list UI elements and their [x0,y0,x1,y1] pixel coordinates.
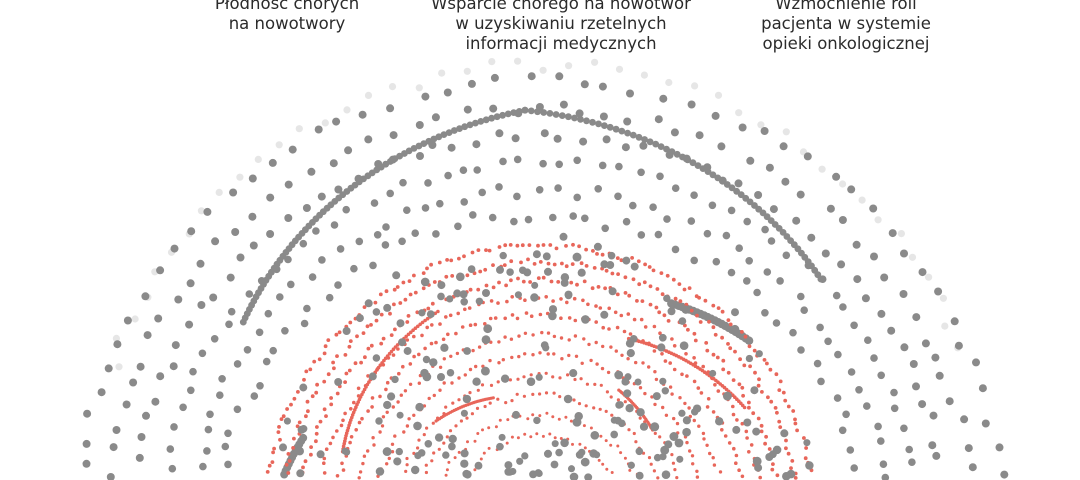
topic-label-fertility[interactable]: Płodność chorych na nowotwory [215,0,359,34]
inner-grey-dots [279,232,814,480]
topic-label-line: Wzmocnienie roli [775,0,917,13]
topic-label-line: w uzyskiwaniu rzetelnych [455,14,667,33]
topic-label-line: pacjenta w systemie [761,14,931,33]
topic-label-line: na nowotwory [228,14,346,33]
topic-label-line: informacji medycznych [465,34,657,53]
topic-label-line: opieki onkologicznej [762,34,930,53]
topic-label-patient-role[interactable]: Wzmocnienie roli pacjenta w systemie opi… [761,0,931,54]
grey-dot-rings [82,72,1009,480]
topic-label-line: Płodność chorych [214,0,360,13]
red-dot-rings [265,242,814,480]
topic-label-line: Wsparcie chorego na nowotwór [431,0,691,13]
topic-label-medical-information[interactable]: Wsparcie chorego na nowotwór w uzyskiwan… [431,0,691,54]
